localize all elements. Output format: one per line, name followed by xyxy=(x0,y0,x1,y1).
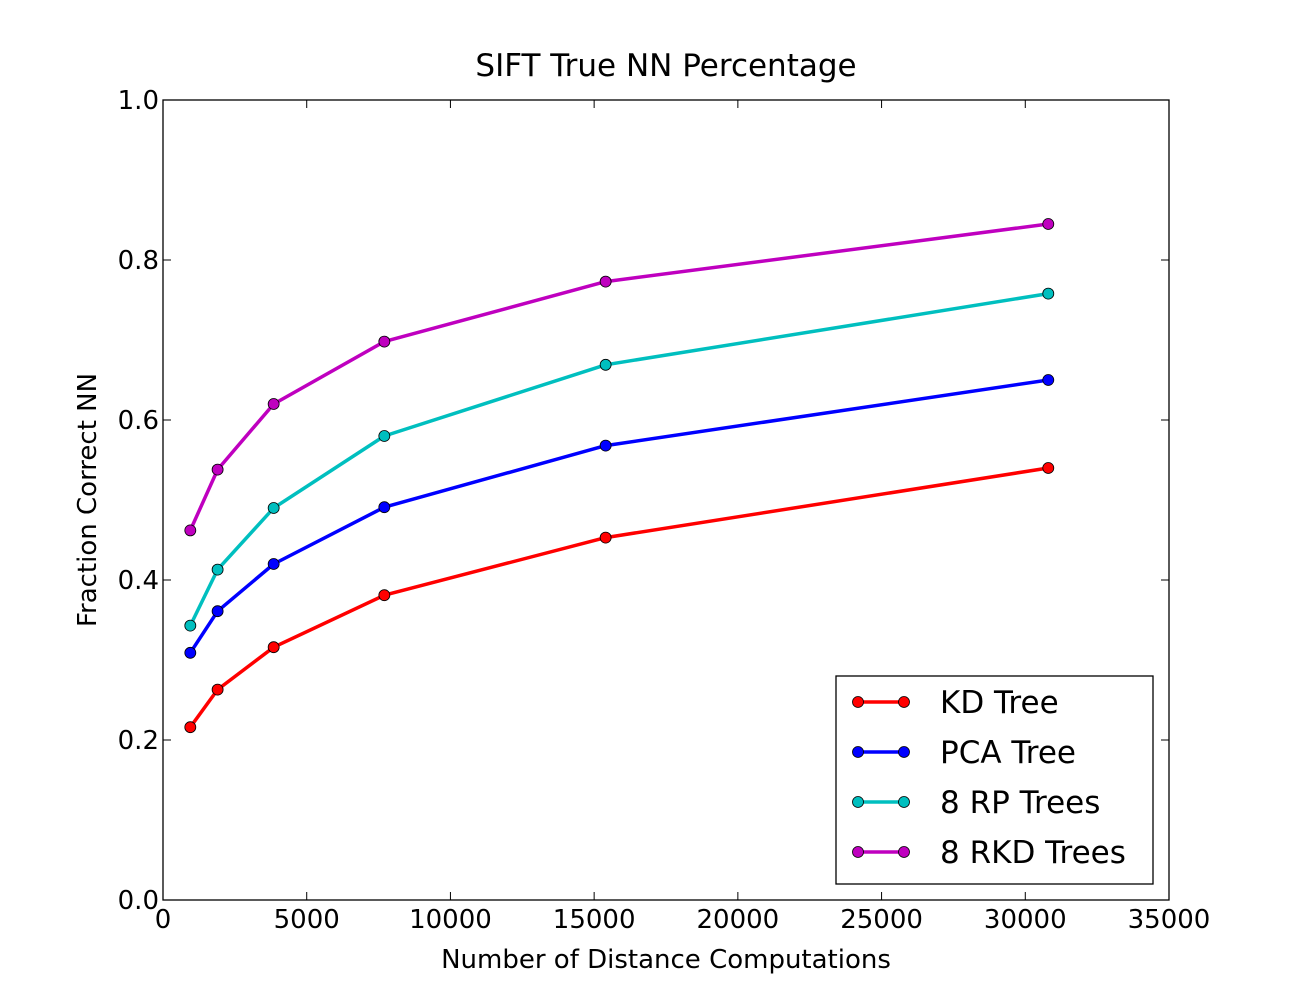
y-axis-label: Fraction Correct NN xyxy=(73,373,103,627)
series-line-pca-tree xyxy=(188,378,1049,654)
data-point-pca-tree xyxy=(211,605,224,618)
data-point-8-rkd-trees xyxy=(184,524,197,537)
y-tick-label: 0.0 xyxy=(118,886,159,916)
data-point-8-rp-trees xyxy=(599,358,612,371)
x-axis-label: Number of Distance Computations xyxy=(441,945,891,975)
x-tick-label: 25000 xyxy=(840,905,923,935)
x-tick-label: 30000 xyxy=(984,905,1067,935)
data-point-kd-tree xyxy=(599,531,612,544)
x-tick-label: 5000 xyxy=(274,905,340,935)
legend-marker xyxy=(852,846,864,858)
legend-marker xyxy=(898,796,910,808)
legend-item-kd-tree: KD Tree xyxy=(852,685,1059,721)
y-tick-label: 0.2 xyxy=(118,726,159,756)
x-tick-label: 10000 xyxy=(409,905,492,935)
legend-marker xyxy=(852,696,864,708)
series-8-rkd-trees xyxy=(184,218,1055,537)
data-point-kd-tree xyxy=(378,589,391,602)
legend-marker xyxy=(898,746,910,758)
data-point-8-rp-trees xyxy=(267,502,280,514)
legend-box xyxy=(835,675,1154,885)
legend-label: PCA Tree xyxy=(940,735,1076,771)
data-point-kd-tree xyxy=(184,721,197,734)
legend-marker xyxy=(852,796,864,808)
data-point-8-rp-trees xyxy=(1042,287,1055,300)
legend-marker xyxy=(852,746,864,758)
data-point-8-rp-trees xyxy=(378,430,391,442)
legend-label: KD Tree xyxy=(940,685,1059,721)
ticks-layer: 0 5000 10000 15000 20000 25000 30000 35000 0.0 0.… xyxy=(118,86,1211,935)
x-tick-label: 35000 xyxy=(1128,905,1211,935)
data-point-pca-tree xyxy=(378,501,391,514)
legend-marker xyxy=(898,696,910,708)
data-point-8-rkd-trees xyxy=(1042,218,1055,230)
series-pca-tree xyxy=(184,374,1055,659)
data-point-8-rp-trees xyxy=(184,619,197,632)
legend-marker xyxy=(898,846,910,858)
data-point-pca-tree xyxy=(1042,374,1055,386)
data-point-kd-tree xyxy=(211,683,224,696)
legend-item-8-rkd-trees: 8 RKD Trees xyxy=(852,835,1126,871)
data-point-pca-tree xyxy=(599,439,612,452)
data-point-8-rkd-trees xyxy=(267,398,280,410)
legend-label: 8 RP Trees xyxy=(940,785,1100,821)
legend: KD Tree PCA Tree 8 RP Trees 8 RKD Trees xyxy=(835,675,1154,885)
legend-item-pca-tree: PCA Tree xyxy=(852,735,1076,771)
y-tick-label: 0.6 xyxy=(118,406,159,436)
data-point-pca-tree xyxy=(184,646,197,659)
y-tick-label: 0.8 xyxy=(118,246,159,276)
legend-item-8-rp-trees: 8 RP Trees xyxy=(852,785,1100,821)
series-line-kd-tree xyxy=(188,466,1049,729)
chart-title: SIFT True NN Percentage xyxy=(475,48,856,84)
series-layer xyxy=(184,218,1055,734)
data-point-8-rkd-trees xyxy=(378,335,391,348)
data-point-pca-tree xyxy=(267,558,280,570)
data-point-kd-tree xyxy=(1042,462,1055,474)
legend-label: 8 RKD Trees xyxy=(940,835,1126,871)
y-tick-label: 0.4 xyxy=(118,566,159,596)
y-tick-label: 1.0 xyxy=(118,86,159,116)
data-point-8-rkd-trees xyxy=(211,463,224,476)
plot-frame xyxy=(162,99,1170,901)
series-line-8-rp-trees xyxy=(188,291,1049,627)
x-tick-label: 20000 xyxy=(696,905,779,935)
series-8-rp-trees xyxy=(184,287,1055,632)
series-kd-tree xyxy=(184,462,1055,734)
data-point-kd-tree xyxy=(267,641,280,654)
data-point-8-rp-trees xyxy=(211,563,224,576)
x-tick-label: 15000 xyxy=(553,905,636,935)
data-point-8-rkd-trees xyxy=(599,275,612,288)
series-line-8-rkd-trees xyxy=(188,222,1049,532)
x-tick-label: 0 xyxy=(155,905,172,935)
